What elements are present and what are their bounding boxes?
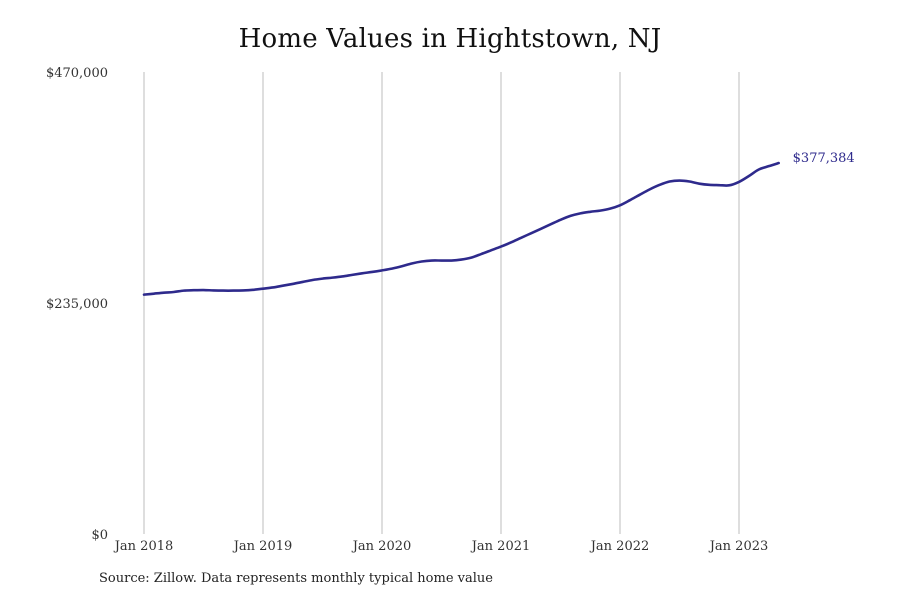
chart-title: Home Values in Hightstown, NJ <box>238 24 662 54</box>
source-note: Source: Zillow. Data represents monthly … <box>99 571 493 586</box>
y-tick-label: $235,000 <box>46 297 108 312</box>
x-tick-label: Jan 2022 <box>589 539 650 554</box>
x-axis-ticks: Jan 2018 Jan 2019 Jan 2020 Jan 2021 Jan 2022… <box>113 539 769 554</box>
series-line-0 <box>142 161 780 296</box>
end-value-label: $377,384 <box>793 151 855 166</box>
y-tick-label: $0 <box>91 528 108 543</box>
gridlines <box>143 72 740 534</box>
y-tick-label: $470,000 <box>46 66 108 81</box>
end-label-layer: $377,384 <box>793 151 855 166</box>
x-tick-label: Jan 2018 <box>113 539 174 554</box>
y-axis-ticks: $0 $235,000 $470,000 <box>46 66 108 543</box>
x-tick-label: Jan 2023 <box>708 539 769 554</box>
x-tick-label: Jan 2020 <box>351 539 412 554</box>
x-tick-label: Jan 2021 <box>470 539 531 554</box>
x-tick-label: Jan 2019 <box>232 539 293 554</box>
series-layer <box>142 161 780 296</box>
